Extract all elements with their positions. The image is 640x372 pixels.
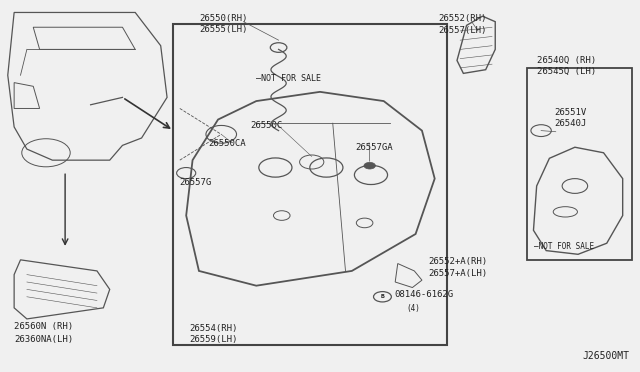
Text: 26554(RH): 26554(RH) — [189, 324, 237, 333]
Text: 26550CA: 26550CA — [209, 139, 246, 148]
Text: —NOT FOR SALE: —NOT FOR SALE — [534, 243, 594, 251]
Text: 26560N (RH): 26560N (RH) — [14, 322, 73, 331]
Bar — [527, 68, 632, 260]
Circle shape — [364, 162, 376, 169]
Text: —NOT FOR SALE: —NOT FOR SALE — [256, 74, 321, 83]
Text: 26540Q (RH): 26540Q (RH) — [537, 56, 596, 65]
Text: 26552+A(RH): 26552+A(RH) — [428, 257, 488, 266]
Text: 26557G: 26557G — [180, 178, 212, 187]
Text: 26545Q (LH): 26545Q (LH) — [537, 67, 596, 76]
Text: 26557GA: 26557GA — [355, 143, 393, 152]
Text: 08146-6162G: 08146-6162G — [394, 291, 454, 299]
Text: 26559(LH): 26559(LH) — [189, 335, 237, 344]
Text: 26550(RH): 26550(RH) — [199, 13, 247, 22]
Bar — [173, 23, 447, 345]
Text: 26552(RH): 26552(RH) — [438, 13, 486, 22]
Text: (4): (4) — [406, 304, 420, 313]
Text: 26360NA(LH): 26360NA(LH) — [14, 335, 73, 344]
Text: 26557+A(LH): 26557+A(LH) — [428, 269, 488, 278]
Text: J26500MT: J26500MT — [582, 352, 629, 361]
Text: B: B — [381, 294, 385, 299]
Text: 26540J: 26540J — [554, 119, 586, 128]
Text: 26551V: 26551V — [554, 108, 586, 117]
Text: 26557(LH): 26557(LH) — [438, 26, 486, 35]
Text: 26555(LH): 26555(LH) — [199, 25, 247, 33]
Text: 26550C: 26550C — [250, 121, 282, 129]
